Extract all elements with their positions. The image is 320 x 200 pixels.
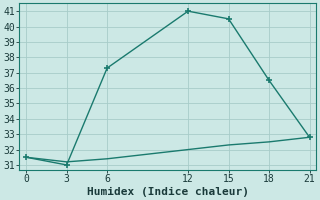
X-axis label: Humidex (Indice chaleur): Humidex (Indice chaleur) (87, 186, 249, 197)
